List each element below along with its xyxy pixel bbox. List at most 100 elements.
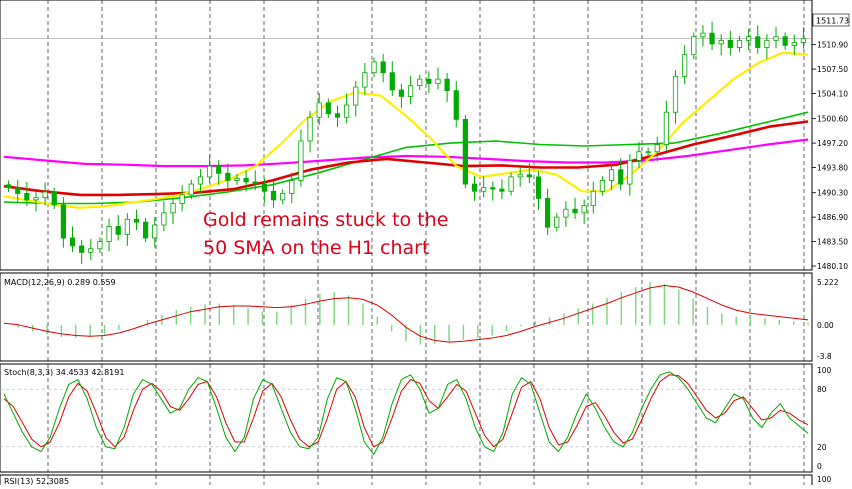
candle-body	[334, 113, 341, 118]
price-panel	[0, 0, 813, 271]
candle-body	[517, 174, 523, 178]
candle-body	[353, 86, 359, 106]
candle-body	[344, 104, 350, 118]
current-price-label: 1511.73	[816, 17, 849, 26]
candle-body	[444, 78, 450, 92]
candle-body	[97, 241, 103, 250]
stoch-tick-label: 20	[817, 443, 827, 452]
candle-body	[736, 39, 743, 48]
stochastic-indicator	[0, 371, 812, 455]
macd-indicator	[3, 282, 809, 345]
candle-body	[764, 39, 770, 48]
candle-body	[133, 218, 140, 223]
candle-body	[453, 90, 459, 120]
candle-body	[590, 190, 596, 207]
candle-body	[727, 39, 733, 48]
price-tick-label: 1500.60	[817, 115, 848, 124]
price-tick-label: 1510.90	[817, 41, 848, 50]
candle-body	[526, 174, 532, 178]
ma-magenta-line	[3, 138, 809, 168]
stoch-label: Stoch(8,3,3) 34.4533 42.8191	[4, 368, 124, 377]
candle-body	[197, 176, 204, 185]
candlesticks	[5, 21, 807, 264]
candle-body	[325, 102, 331, 115]
candle-body	[206, 165, 213, 178]
candle-body	[170, 203, 176, 214]
macd-tick-label: -3.8	[817, 352, 832, 361]
price-tick-label: 1490.30	[817, 189, 848, 198]
candle-body	[581, 205, 587, 214]
candle-body	[535, 176, 542, 199]
price-axis: 1514.301510.901507.501504.101500.601497.…	[0, 16, 848, 271]
candle-body	[654, 144, 660, 153]
candle-body	[718, 39, 724, 45]
candle-body	[773, 36, 779, 41]
candle-body	[261, 183, 267, 192]
candle-body	[362, 72, 368, 88]
price-tick-label: 1483.50	[817, 238, 848, 247]
candle-body	[782, 36, 788, 46]
rsi-panel	[0, 474, 813, 488]
candle-body	[691, 36, 697, 56]
sma200-line	[3, 120, 809, 197]
candle-body	[179, 194, 185, 204]
candle-body	[5, 184, 12, 189]
price-tick-label: 1486.90	[817, 213, 848, 222]
stoch-tick-label: 0	[817, 462, 822, 471]
candle-body	[407, 85, 414, 97]
candle-body	[42, 191, 48, 199]
candle-body	[69, 237, 76, 247]
price-tick-label: 1497.20	[817, 139, 848, 148]
candle-body	[563, 208, 569, 218]
candle-body	[15, 187, 21, 194]
current-price-box	[812, 13, 850, 27]
candle-body	[88, 248, 94, 253]
candle-body	[682, 54, 688, 77]
candle-body	[508, 176, 514, 192]
price-tick-label: 1480.10	[817, 262, 848, 271]
candle-body	[161, 212, 167, 226]
candle-body	[371, 61, 377, 74]
candle-body	[398, 89, 405, 97]
candle-body	[663, 111, 669, 145]
stoch-tick-label: 100	[817, 366, 832, 375]
candle-body	[389, 72, 395, 91]
candle-body	[60, 204, 66, 239]
stoch-tick-label: 80	[817, 385, 827, 394]
stoch-k-line	[3, 371, 809, 455]
candle-body	[115, 226, 121, 235]
candle-body	[225, 172, 231, 181]
candle-body	[124, 218, 130, 235]
candle-body	[755, 36, 761, 48]
candle-body	[462, 118, 468, 185]
candle-body	[554, 216, 560, 228]
candle-body	[608, 169, 615, 181]
candle-body	[700, 32, 706, 38]
candle-body	[627, 159, 633, 185]
stoch-panel	[0, 363, 813, 473]
candle-body	[618, 169, 624, 185]
candle-body	[417, 78, 423, 87]
rsi-tick-label: 100	[817, 475, 832, 484]
candle-body	[481, 187, 487, 192]
candle-body	[636, 151, 642, 161]
candle-body	[316, 102, 322, 118]
candle-body	[106, 226, 112, 242]
rsi-label: RSI(13) 52.3085	[4, 477, 69, 485]
sma50-line	[3, 51, 809, 209]
candle-body	[435, 78, 441, 84]
candle-body	[270, 190, 277, 201]
candle-body	[709, 32, 715, 45]
candle-body	[252, 181, 258, 185]
candle-body	[645, 151, 651, 154]
candle-body	[599, 180, 606, 192]
indicator-axes: 5.222 0.00 -3.8 100 80 20 0 100	[817, 278, 839, 484]
price-tick-label: 1507.50	[817, 65, 848, 74]
candle-body	[380, 61, 386, 74]
price-tick-label: 1504.10	[817, 90, 848, 99]
candle-body	[426, 78, 432, 84]
candle-body	[490, 187, 496, 190]
vertical-grid	[47, 0, 805, 485]
macd-tick-label: 0.00	[817, 321, 834, 330]
candle-body	[33, 197, 39, 201]
